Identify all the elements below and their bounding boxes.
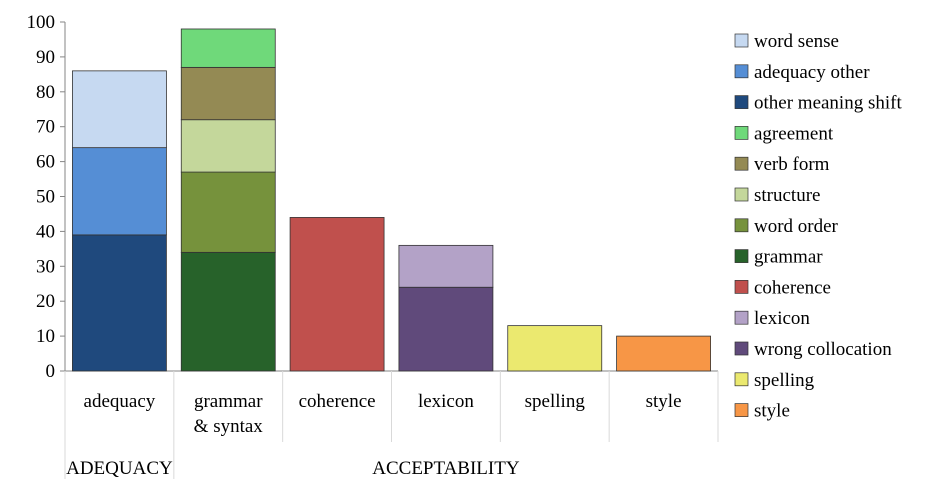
- legend-swatch: [734, 372, 749, 387]
- category-label: adequacy: [84, 391, 156, 412]
- bar-segment-word-sense: [72, 70, 167, 149]
- legend-label: coherence: [754, 277, 831, 298]
- legend-swatch: [734, 403, 749, 417]
- bar-segment-spelling: [507, 325, 603, 372]
- bar-segment-grammar: [180, 251, 276, 372]
- category-label: & syntax: [194, 416, 264, 437]
- bar-segment-style: [616, 335, 711, 372]
- legend-swatch: [734, 280, 749, 294]
- legend-swatch: [734, 95, 749, 109]
- legend-label: agreement: [754, 123, 834, 144]
- legend-label: spelling: [754, 370, 815, 391]
- legend-label: verb form: [754, 154, 830, 175]
- bar-segment-adequacy-other: [72, 147, 167, 236]
- legend-swatch: [734, 249, 749, 263]
- bars: [72, 28, 711, 372]
- legend-swatch: [734, 156, 749, 171]
- legend-swatch: [734, 33, 749, 48]
- y-tick-label: 50: [36, 187, 55, 208]
- bar-segment-word-order: [180, 171, 276, 253]
- category-label: coherence: [299, 391, 376, 412]
- y-tick-label: 0: [46, 361, 56, 382]
- y-tick-label: 80: [36, 82, 55, 103]
- legend-label: word sense: [754, 31, 839, 52]
- bar-segment-agreement: [180, 28, 276, 68]
- legend-label: style: [754, 401, 790, 422]
- bar-segment-verb-form: [180, 66, 276, 121]
- legend-label: grammar: [754, 247, 823, 268]
- category-label: grammar: [194, 391, 263, 412]
- category-label: lexicon: [418, 391, 474, 412]
- legend-swatch: [734, 64, 749, 79]
- legend: word sense adequacy other other meaning sh…: [734, 31, 902, 422]
- legend-swatch: [734, 310, 749, 325]
- y-tick-label: 60: [36, 152, 55, 173]
- y-tick-label: 40: [36, 221, 55, 242]
- legend-swatch: [734, 126, 749, 140]
- legend-swatch: [734, 341, 749, 356]
- y-tick-label: 10: [36, 326, 55, 347]
- y-tick-label: 30: [36, 256, 55, 277]
- legend-label: structure: [754, 185, 820, 206]
- bar-segment-coherence: [289, 217, 385, 372]
- legend-label: wrong collocation: [754, 339, 892, 360]
- legend-label: word order: [754, 216, 839, 237]
- category-label: style: [646, 391, 682, 412]
- legend-swatch: [734, 187, 749, 202]
- group-label: ACCEPTABILITY: [372, 458, 520, 479]
- bar-segment-other-meaning-shift: [72, 234, 167, 372]
- legend-label: other meaning shift: [754, 93, 902, 114]
- axes: 0 10 20 30 40 50 60 70 80 90 100: [27, 12, 719, 479]
- y-tick-label: 90: [36, 47, 55, 68]
- legend-label: lexicon: [754, 308, 810, 329]
- legend-swatch: [734, 218, 749, 233]
- group-label: ADEQUACY: [66, 458, 173, 479]
- y-tick-label: 70: [36, 117, 55, 138]
- bar-segment-wrong-collocation: [398, 286, 494, 372]
- category-labels: adequacy grammar & syntax coherence lexicon s…: [66, 391, 681, 479]
- legend-label: adequacy other: [754, 62, 870, 83]
- bar-segment-lexicon: [398, 244, 494, 288]
- bar-segment-structure: [180, 119, 276, 173]
- category-label: spelling: [525, 391, 586, 412]
- y-tick-label: 20: [36, 291, 55, 312]
- y-tick-label: 100: [27, 12, 56, 33]
